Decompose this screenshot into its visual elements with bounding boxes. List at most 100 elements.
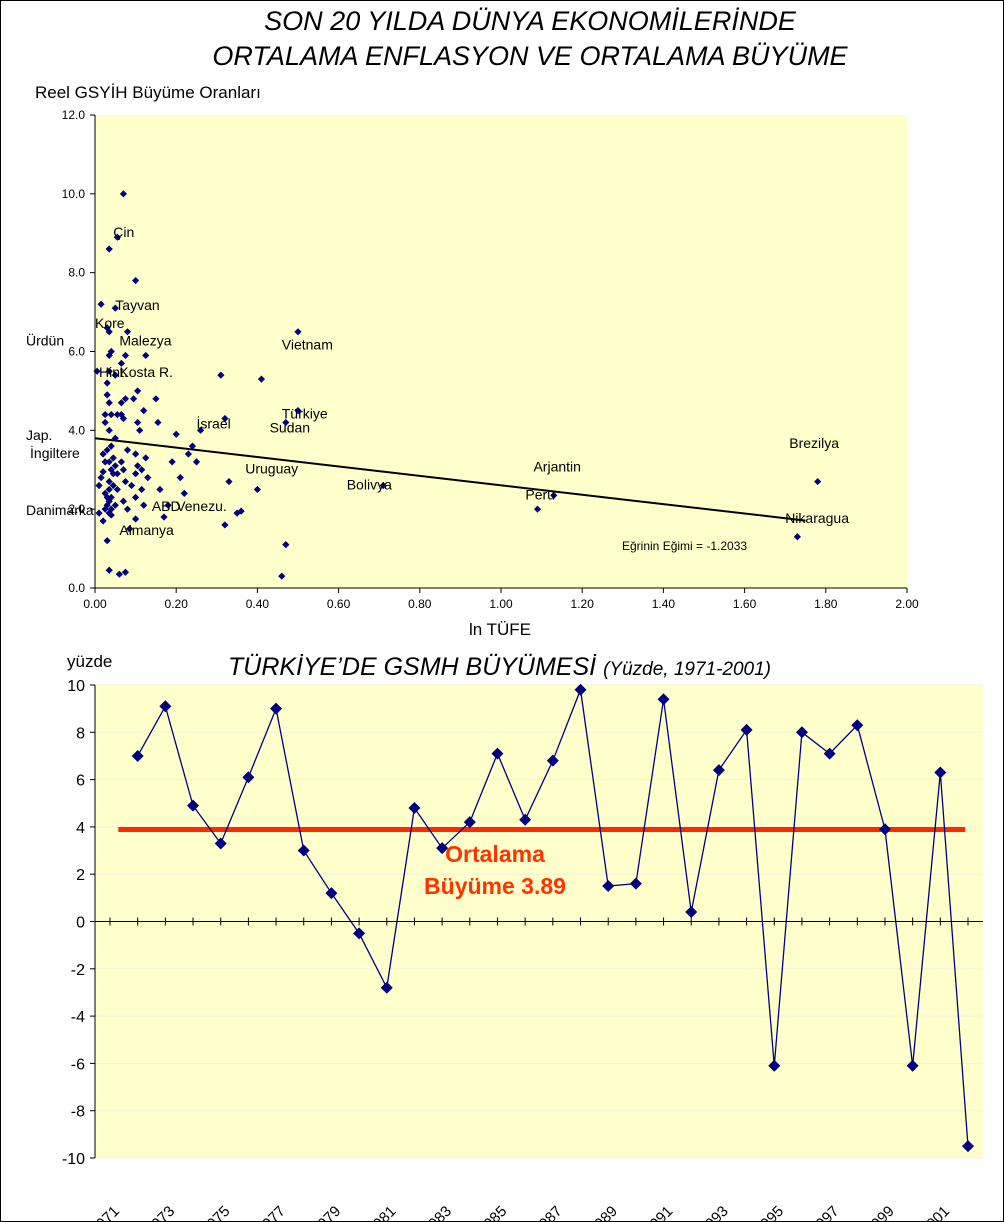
growth-series-points: [131, 683, 974, 1153]
country-label: İsrael: [197, 414, 231, 431]
line-point: [353, 927, 366, 940]
scatter-point: [533, 505, 542, 513]
scatter-point: [105, 367, 113, 375]
scatter-point: [188, 442, 197, 450]
scatter-point: [117, 399, 125, 407]
scatter-x-tick-label: 0.80: [408, 597, 432, 611]
country-label: Bolivya: [347, 476, 392, 492]
line-point: [823, 747, 836, 760]
scatter-point: [253, 485, 261, 494]
scatter-point: [95, 509, 103, 517]
country-label: Tayvan: [115, 297, 159, 313]
scatter-point: [172, 430, 180, 438]
scatter-point: [138, 485, 146, 494]
scatter-x-tick-label: 1.80: [814, 597, 838, 611]
scatter-point: [123, 446, 132, 454]
scatter-point: [180, 489, 188, 497]
scatter-point: [117, 410, 125, 419]
line-point: [629, 877, 642, 890]
scatter-point: [123, 505, 132, 513]
line-point: [242, 771, 255, 784]
scatter-point: [101, 458, 109, 466]
scatter-y-tick-label: 2.0: [68, 502, 85, 516]
line-y-axis-label: yüzde: [67, 652, 112, 671]
trendline-slope-label: Eğrinin Eğimi = -1.2033: [622, 539, 747, 553]
country-label: Brezilya: [789, 435, 839, 451]
scatter-point: [225, 477, 233, 486]
scatter-point: [221, 521, 229, 529]
line-y-tick-label: 6: [76, 773, 85, 790]
country-label: Kore: [95, 315, 125, 331]
scatter-point: [221, 414, 229, 423]
line-y-tick-label: -6: [71, 1056, 85, 1073]
scatter-point: [132, 493, 140, 501]
line-point: [657, 693, 670, 706]
scatter-point: [134, 462, 142, 470]
scatter-point: [107, 410, 115, 419]
scatter-point: [111, 371, 119, 379]
scatter-point: [125, 525, 134, 533]
line-title-subtitle: (Yüzde, 1971-2001): [603, 659, 771, 680]
country-label: Vietnam: [282, 337, 333, 353]
scatter-point: [107, 347, 115, 356]
scatter-x-axis-label: ln TÜFE: [469, 620, 531, 639]
line-y-tick-label: -8: [71, 1104, 85, 1121]
line-point: [795, 726, 808, 739]
average-label-line1: Ortalama: [445, 841, 545, 867]
scatter-point: [97, 300, 105, 308]
scatter-point: [196, 426, 205, 434]
scatter-point: [119, 466, 128, 474]
scatter-x-tick-label: 0.40: [246, 597, 270, 611]
line-point: [851, 719, 864, 732]
scatter-point: [278, 572, 286, 580]
scatter-point: [105, 245, 113, 253]
scatter-point: [282, 418, 290, 427]
scatter-point: [111, 304, 119, 312]
country-label: Peru: [525, 486, 555, 502]
scatter-point: [127, 481, 136, 490]
scatter-point: [136, 426, 144, 434]
scatter-point: [156, 485, 164, 494]
country-label: ABD: [152, 498, 181, 514]
scatter-point: [113, 410, 121, 419]
scatter-point: [154, 418, 162, 427]
line-y-tick-label: 8: [76, 725, 85, 742]
line-title: TÜRKİYE’DE GSMH BÜYÜMESİ (Yüzde, 1971-20…: [228, 653, 771, 681]
scatter-point: [111, 501, 119, 509]
scatter-point: [107, 442, 115, 450]
scatter-point: [184, 450, 192, 458]
scatter-country-labels: Çin Tayvan Kore Malezya Ürdün Vietnam Hint.Kos…: [26, 224, 849, 538]
line-point: [159, 700, 172, 713]
scatter-point: [138, 466, 146, 474]
line-point: [962, 1140, 974, 1153]
scatter-trendline: [94, 437, 806, 522]
scatter-point: [103, 324, 111, 332]
scatter-title-line2: ORTALAMA ENFLASYON VE ORTALAMA BÜYÜME: [212, 41, 848, 71]
scatter-point: [176, 474, 184, 482]
scatter-title-line1: SON 20 YILDA DÜNYA EKONOMİLERİNDE: [264, 6, 797, 36]
scatter-point: [294, 407, 302, 415]
scatter-point: [93, 367, 101, 375]
scatter-point: [101, 489, 109, 497]
scatter-x-tick-label: 0.20: [165, 597, 189, 611]
scatter-point: [140, 501, 148, 509]
line-point: [574, 683, 587, 696]
country-label: Çin: [113, 224, 134, 240]
scatter-x-tick-label: 1.40: [652, 597, 676, 611]
scatter-point: [117, 458, 125, 466]
scatter-point: [132, 470, 140, 478]
scatter-point: [132, 276, 140, 285]
line-point: [408, 801, 421, 814]
scatter-x-tick-label: 1.20: [571, 597, 595, 611]
line-point: [934, 766, 947, 779]
scatter-point: [129, 395, 138, 403]
scatter-point: [237, 507, 245, 515]
line-point: [906, 1059, 919, 1072]
scatter-point: [101, 410, 109, 419]
scatter-point: [121, 351, 130, 360]
line-point: [297, 844, 310, 857]
line-point: [712, 764, 725, 777]
scatter-point: [142, 454, 150, 462]
line-point: [491, 747, 504, 760]
scatter-point: [105, 328, 113, 336]
